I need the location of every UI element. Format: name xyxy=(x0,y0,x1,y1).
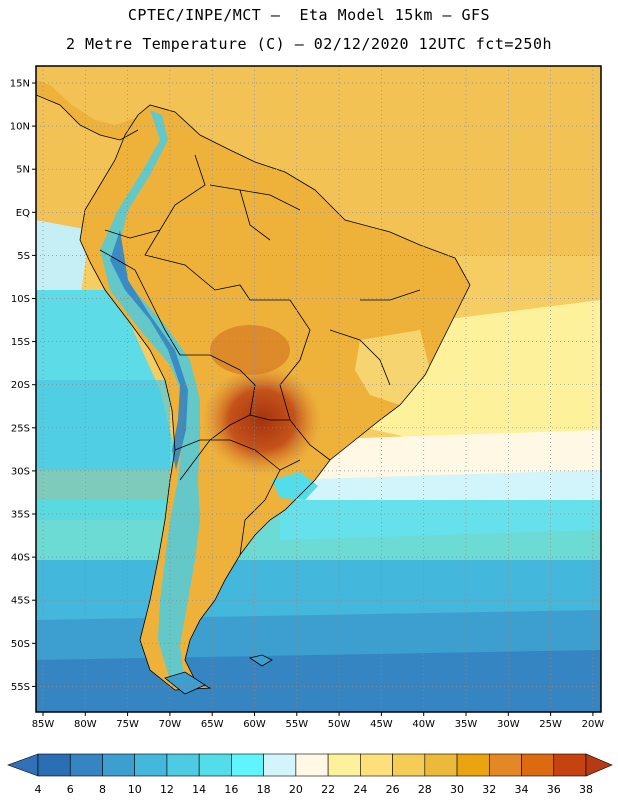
legend-swatch xyxy=(69,753,103,777)
legend-swatch xyxy=(553,753,587,777)
lat-label: 10N xyxy=(10,122,30,133)
lat-label: 30S xyxy=(11,466,30,477)
legend-swatch xyxy=(134,753,168,777)
lon-label: 60W xyxy=(243,719,266,730)
legend-label: 16 xyxy=(224,783,238,796)
legend-label: 20 xyxy=(289,783,303,796)
chart-title: CPTEC/INPE/MCT – Eta Model 15km – GFS xyxy=(127,6,491,24)
lon-label: 25W xyxy=(539,719,562,730)
uruguay-cool-patch xyxy=(272,472,318,500)
legend-swatch xyxy=(360,753,393,777)
legend-boxes xyxy=(7,753,613,777)
lon-label: 30W xyxy=(497,719,520,730)
legend-label: 22 xyxy=(321,783,335,796)
legend-label: 30 xyxy=(450,783,464,796)
legend-label: 6 xyxy=(67,783,74,796)
legend-label: 8 xyxy=(99,783,106,796)
chart-subtitle: 2 Metre Temperature (C) – 02/12/2020 12U… xyxy=(65,35,553,53)
lat-label: 5S xyxy=(17,251,30,262)
ocean-band-south-4 xyxy=(36,650,601,712)
se-brazil-cooler-area xyxy=(355,330,430,405)
lon-label: 55W xyxy=(285,719,308,730)
legend-label: 14 xyxy=(192,783,206,796)
lon-label: 80W xyxy=(74,719,97,730)
legend-label: 34 xyxy=(515,783,529,796)
legend-arrow-high xyxy=(585,753,613,777)
map-frame xyxy=(35,65,602,713)
hot-core-chaco xyxy=(202,365,322,475)
legend-labels: 4 6 8 10 12 14 16 18 20 22 24 26 28 30 32 34 36 38 xyxy=(35,783,594,796)
andes-cold-core xyxy=(110,230,188,470)
country-borders xyxy=(36,94,471,691)
lon-label: 20W xyxy=(582,719,605,730)
map-field xyxy=(36,66,601,712)
lat-label: EQ xyxy=(16,208,30,219)
lon-label: 65W xyxy=(201,719,224,730)
longitude-labels: 85W 80W 75W 70W 65W 60W 55W 50W 45W 40W 35W 30W 25W 2… xyxy=(32,712,605,730)
legend-label: 36 xyxy=(547,783,561,796)
lon-label: 40W xyxy=(412,719,435,730)
legend-label: 38 xyxy=(579,783,593,796)
legend-swatch xyxy=(456,753,490,777)
lat-label: 20S xyxy=(11,380,30,391)
legend-label: 24 xyxy=(353,783,367,796)
lat-label: 15N xyxy=(10,79,30,90)
legend-swatch xyxy=(521,753,555,777)
lat-label: 10S xyxy=(11,294,30,305)
lat-label: 45S xyxy=(11,596,30,607)
ocean-band-pacific-mid xyxy=(36,380,170,520)
lon-label: 75W xyxy=(116,719,139,730)
legend-swatch xyxy=(102,753,136,777)
lat-label: 50S xyxy=(11,639,30,650)
legend-swatch xyxy=(295,753,329,777)
color-legend: 4 6 8 10 12 14 16 18 20 22 24 26 28 30 32 34 36 38 xyxy=(7,753,613,796)
legend-swatch xyxy=(424,753,458,777)
lon-label: 45W xyxy=(370,719,393,730)
legend-label: 18 xyxy=(257,783,271,796)
legend-swatch xyxy=(166,753,200,777)
legend-label: 12 xyxy=(160,783,174,796)
legend-swatch xyxy=(198,753,232,777)
lat-label: 15S xyxy=(11,337,30,348)
legend-swatch xyxy=(263,753,297,777)
lat-label: 5N xyxy=(16,165,30,176)
lon-label: 50W xyxy=(328,719,351,730)
legend-label: 26 xyxy=(386,783,400,796)
temperature-map: 15N 10N 5N EQ 5S 10S 15S 20S 25S 30S 35S 40S 45S 50S 5… xyxy=(10,65,605,730)
legend-swatch xyxy=(392,753,426,777)
lat-label: 35S xyxy=(11,510,30,521)
central-america-landmass xyxy=(36,80,138,140)
hot-area-mato-grosso xyxy=(210,325,290,375)
lat-label: 40S xyxy=(11,553,30,564)
legend-label: 28 xyxy=(418,783,432,796)
latitude-labels: 15N 10N 5N EQ 5S 10S 15S 20S 25S 30S 35S 40S 45S 50S 5… xyxy=(10,79,36,693)
legend-swatch xyxy=(37,753,71,777)
lon-label: 35W xyxy=(455,719,478,730)
tierra-del-fuego xyxy=(164,671,206,695)
lat-label: 55S xyxy=(11,682,30,693)
andes-cool-ridge xyxy=(100,110,200,685)
legend-arrow-low xyxy=(7,753,39,777)
legend-swatch xyxy=(327,753,361,777)
legend-label: 10 xyxy=(128,783,142,796)
ocean-band-humboldt xyxy=(36,220,90,300)
lat-label: 25S xyxy=(11,423,30,434)
legend-label: 4 xyxy=(35,783,42,796)
legend-swatch xyxy=(231,753,264,777)
falklands-island xyxy=(249,654,273,667)
legend-label: 32 xyxy=(482,783,496,796)
legend-swatch xyxy=(488,753,522,777)
lon-label: 70W xyxy=(159,719,182,730)
lon-label: 85W xyxy=(32,719,55,730)
